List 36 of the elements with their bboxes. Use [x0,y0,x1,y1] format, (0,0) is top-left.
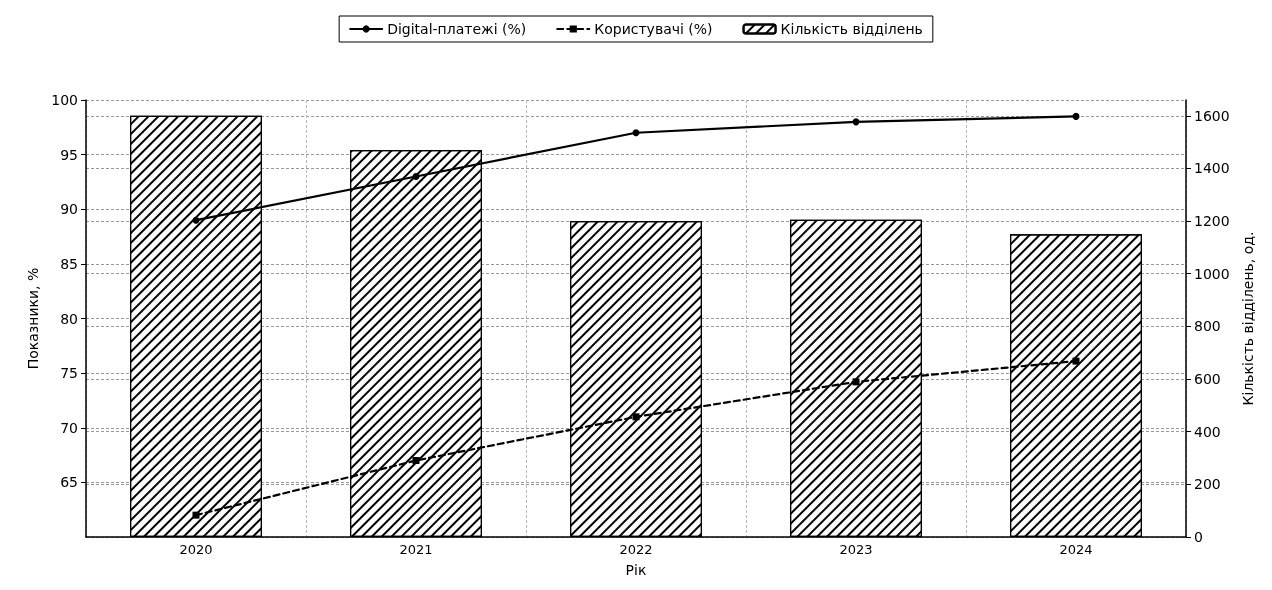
x-axis-title: Рік [625,562,647,578]
point [1072,112,1080,120]
point [632,413,640,421]
x-tick-label: 2022 [619,542,653,557]
point [852,378,860,386]
legend-label: Digital-платежі (%) [387,21,527,37]
y2-tick-label: 1000 [1194,265,1230,282]
y-tick-label: 75 [60,365,78,382]
y2-axis-title: Кількість відділень, од. [1240,231,1256,406]
y-tick-label: 90 [60,201,78,218]
legend-label: Користувачі (%) [594,21,713,37]
y2-tick-label: 400 [1194,423,1221,440]
y-tick-label: 70 [60,419,78,436]
y2-tick-label: 1200 [1194,213,1230,230]
y2-tick-label: 200 [1194,476,1221,493]
point [412,172,420,180]
point [192,511,200,519]
y2-tick-label: 1400 [1194,160,1230,177]
x-tick-label: 2024 [1059,542,1093,557]
x-tick-label: 2023 [839,542,873,557]
y-tick-label: 80 [60,310,78,327]
legend-label: Кількість відділень [780,21,923,37]
y2-tick-label: 800 [1194,318,1221,335]
x-tick-label: 2020 [179,542,213,557]
point [1072,357,1080,365]
point [632,129,640,137]
point [412,457,420,465]
y-tick-label: 100 [51,92,78,108]
y-tick-label: 65 [60,474,78,491]
y-tick-label: 95 [60,146,78,163]
y2-tick-label: 1600 [1194,107,1230,124]
y-tick-label: 85 [60,255,78,272]
y2-tick-label: 600 [1194,371,1221,388]
y2-tick-label: 0 [1194,529,1203,545]
y-axis-title: Показники, % [25,267,42,370]
x-tick-label: 2021 [399,542,433,557]
